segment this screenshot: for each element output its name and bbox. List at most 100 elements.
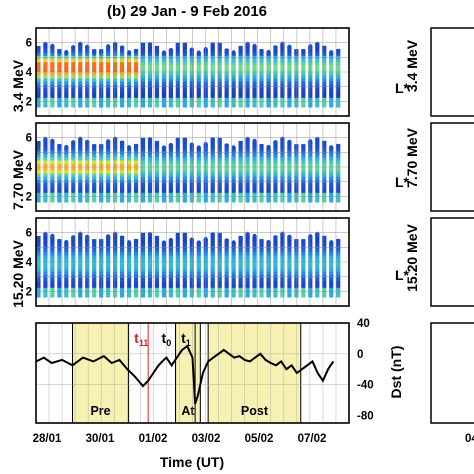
heatmap-cell bbox=[57, 62, 62, 66]
heatmap-cell bbox=[133, 287, 139, 292]
heatmap-cell bbox=[189, 160, 194, 164]
heatmap-cell bbox=[175, 160, 180, 164]
heatmap-cell bbox=[113, 182, 118, 187]
heatmap-cell bbox=[322, 242, 327, 246]
heatmap-cell-cap bbox=[238, 236, 243, 242]
heatmap-cell bbox=[294, 281, 299, 285]
heatmap-cell bbox=[308, 97, 313, 102]
heatmap-cell bbox=[36, 252, 41, 256]
heatmap-cell bbox=[336, 81, 341, 85]
heatmap-cell bbox=[50, 268, 55, 272]
heatmap-cell bbox=[301, 271, 306, 275]
heatmap-cell bbox=[126, 91, 132, 95]
heatmap-cell-cap bbox=[189, 47, 194, 53]
heatmap-cell bbox=[315, 147, 320, 151]
heatmap-cell bbox=[106, 182, 111, 187]
heatmap-cell bbox=[119, 100, 125, 105]
heatmap-cell bbox=[252, 290, 257, 295]
y-tick-label: 6 bbox=[26, 133, 32, 145]
heatmap-cell bbox=[50, 252, 55, 256]
heatmap-cell bbox=[154, 163, 160, 168]
heatmap-cell bbox=[329, 153, 334, 158]
heatmap-cell bbox=[57, 71, 62, 76]
heatmap-cell bbox=[280, 264, 285, 269]
heatmap-cell bbox=[161, 153, 167, 158]
heatmap-cell bbox=[78, 176, 83, 180]
heatmap-cell bbox=[273, 169, 278, 174]
heatmap-cell bbox=[315, 62, 320, 66]
heatmap-cell bbox=[273, 163, 278, 168]
heatmap-cell bbox=[315, 293, 320, 298]
heatmap-cell bbox=[119, 261, 125, 266]
heatmap-cell bbox=[315, 264, 320, 269]
heatmap-cell bbox=[308, 144, 313, 148]
heatmap-cell bbox=[78, 255, 83, 259]
heatmap-cell bbox=[238, 195, 243, 200]
heatmap-cell bbox=[273, 68, 278, 73]
heatmap-cell bbox=[210, 68, 215, 73]
y-tick-label: 2 bbox=[26, 191, 32, 203]
heatmap-cell bbox=[133, 74, 139, 79]
heatmap-cell bbox=[85, 195, 90, 200]
heatmap-cell bbox=[113, 252, 118, 256]
heatmap-cell bbox=[78, 186, 83, 190]
heatmap-cell bbox=[273, 268, 278, 272]
heatmap-cell bbox=[210, 52, 215, 56]
heatmap-cell bbox=[168, 169, 173, 174]
x-tick-label: 28/01 bbox=[33, 433, 62, 445]
heatmap-cell bbox=[43, 252, 48, 256]
heatmap-cell bbox=[238, 157, 243, 161]
heatmap-cell bbox=[280, 277, 285, 282]
heatmap-cell bbox=[140, 173, 146, 177]
heatmap-cell bbox=[245, 144, 250, 148]
heatmap-cell bbox=[147, 163, 153, 168]
heatmap-cell bbox=[189, 100, 194, 105]
heatmap-cell bbox=[231, 268, 236, 272]
heatmap-cell bbox=[147, 186, 153, 190]
heatmap-cell bbox=[50, 62, 55, 66]
heatmap-cell bbox=[50, 52, 55, 56]
heatmap-cell bbox=[210, 195, 215, 200]
heatmap-cell bbox=[308, 147, 313, 151]
heatmap-cell bbox=[301, 91, 306, 95]
heatmap-cell bbox=[119, 255, 125, 259]
heatmap-cell bbox=[210, 45, 215, 50]
heatmap-cell bbox=[161, 182, 167, 187]
heatmap-cell bbox=[336, 68, 341, 73]
heatmap-cell bbox=[315, 186, 320, 190]
heatmap-cell-cap bbox=[106, 234, 111, 240]
heatmap-cell-cap bbox=[161, 50, 167, 56]
heatmap-cell bbox=[280, 284, 285, 288]
right-label-3: 15.20 MeV bbox=[404, 223, 420, 291]
heatmap-cell bbox=[308, 103, 313, 108]
heatmap-cell bbox=[280, 252, 285, 256]
heatmap-cell bbox=[252, 87, 257, 92]
heatmap-cell bbox=[78, 173, 83, 177]
heatmap-cell-cap bbox=[217, 233, 222, 239]
heatmap-cell bbox=[322, 290, 327, 295]
shaded-interval bbox=[207, 322, 302, 424]
heatmap-cell bbox=[168, 271, 173, 275]
heatmap-cell-cap bbox=[266, 239, 271, 245]
heatmap-cell bbox=[50, 144, 55, 148]
heatmap-cell bbox=[126, 290, 132, 295]
heatmap-cell-cap bbox=[245, 41, 250, 47]
heatmap-cell bbox=[154, 198, 160, 203]
heatmap-cell bbox=[140, 186, 146, 190]
heatmap-cell bbox=[147, 182, 153, 187]
heatmap-cell-cap bbox=[85, 44, 90, 50]
heatmap-cell bbox=[245, 293, 250, 298]
heatmap-cell bbox=[259, 58, 264, 63]
heatmap-cell bbox=[64, 81, 69, 85]
heatmap-cell bbox=[92, 58, 97, 63]
heatmap-cell bbox=[50, 255, 55, 259]
heatmap-cell bbox=[252, 192, 257, 197]
heatmap-cell bbox=[287, 281, 292, 285]
heatmap-cell bbox=[315, 166, 320, 171]
right-lstar-2: L* bbox=[395, 174, 410, 190]
heatmap-cell bbox=[147, 192, 153, 197]
heatmap-cell bbox=[36, 169, 41, 174]
x-tick-label: 01/02 bbox=[139, 433, 168, 445]
heatmap-cell bbox=[119, 293, 125, 298]
heatmap-cell bbox=[189, 173, 194, 177]
